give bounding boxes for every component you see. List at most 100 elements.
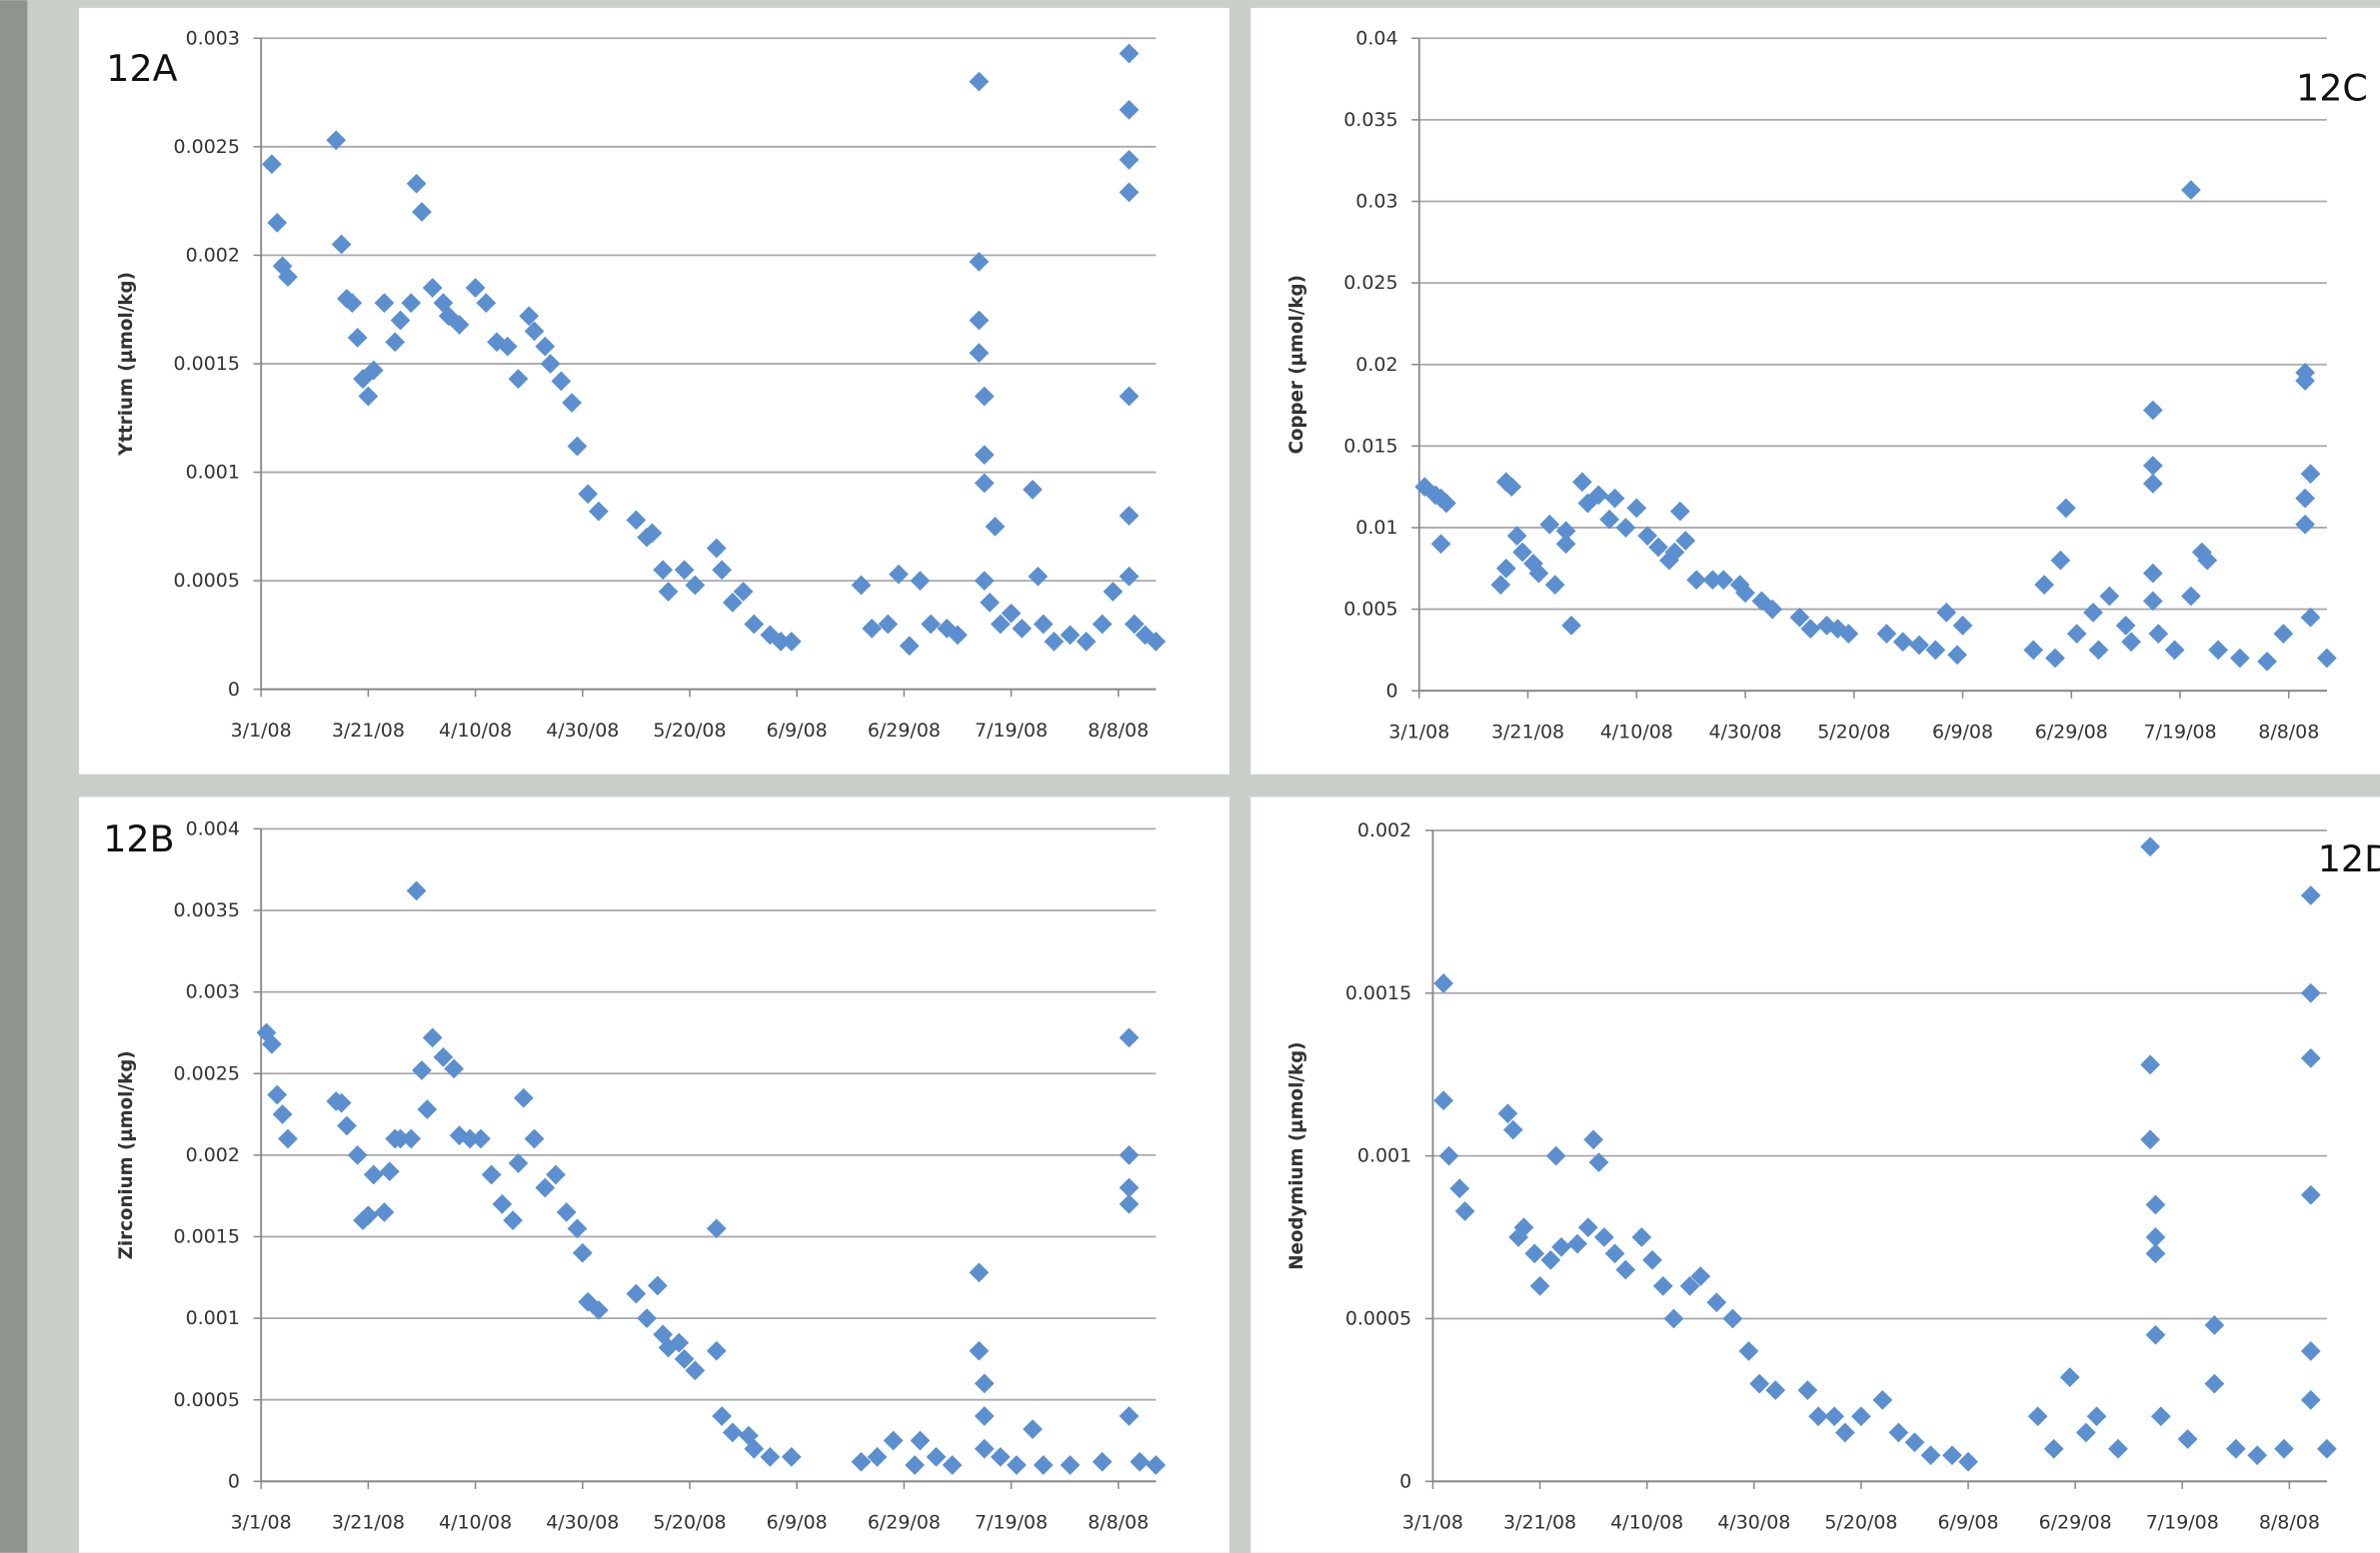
point	[1583, 1129, 1603, 1150]
point	[626, 510, 647, 531]
point	[1876, 624, 1897, 644]
y-axis-title: Neodymium (µmol/kg)	[1286, 1042, 1307, 1270]
x-tick-label: 8/8/08	[1088, 1511, 1149, 1533]
point	[412, 202, 432, 222]
point	[556, 1202, 577, 1222]
point	[974, 386, 995, 407]
point	[519, 306, 540, 327]
point	[744, 614, 765, 635]
y-tick-label: 0.015	[1343, 435, 1397, 457]
point	[578, 484, 599, 505]
point	[1545, 1145, 1566, 1166]
point	[2300, 982, 2321, 1003]
y-axis-title: Zirconium (µmol/kg)	[116, 1050, 137, 1259]
point	[358, 386, 379, 407]
y-tick-label: 0.001	[186, 1307, 240, 1329]
point	[1604, 1243, 1625, 1264]
point	[1797, 1380, 1818, 1401]
x-tick-label: 6/29/08	[868, 1511, 941, 1533]
x-tick-label: 3/21/08	[332, 720, 405, 742]
x-tick-label: 6/29/08	[2039, 1511, 2112, 1533]
point	[433, 1047, 454, 1067]
point	[883, 1430, 904, 1451]
point	[771, 632, 791, 652]
point	[2300, 1184, 2321, 1205]
point	[723, 1422, 743, 1443]
point	[401, 293, 422, 314]
point	[2099, 586, 2120, 607]
point	[326, 130, 347, 151]
point	[1834, 1422, 1855, 1443]
point	[1044, 632, 1065, 652]
point	[1789, 607, 1810, 628]
point	[674, 560, 695, 581]
point	[1130, 1451, 1151, 1472]
y-tick-label: 0.0025	[174, 136, 240, 158]
point	[926, 1446, 947, 1467]
panel	[1250, 7, 2380, 775]
point	[653, 560, 674, 581]
point	[1092, 1451, 1113, 1472]
panel-label: 12A	[106, 47, 177, 90]
x-tick-label: 3/1/08	[231, 720, 292, 742]
point	[948, 625, 968, 646]
point	[969, 310, 990, 331]
y-tick-label: 0	[228, 1470, 240, 1492]
point	[1936, 602, 1957, 623]
x-tick-label: 5/20/08	[1817, 721, 1890, 743]
y-tick-label: 0.003	[186, 27, 240, 49]
panel-label: 12D	[2318, 837, 2380, 880]
point	[723, 592, 743, 613]
point	[969, 1340, 990, 1361]
point	[2088, 640, 2109, 661]
point	[1529, 1276, 1550, 1296]
x-tick-label: 8/8/08	[1088, 720, 1149, 742]
point	[1119, 1193, 1140, 1214]
point	[337, 1115, 357, 1136]
point	[974, 1373, 995, 1394]
x-tick-label: 4/10/08	[439, 720, 512, 742]
y-tick-label: 0.0025	[174, 1062, 240, 1084]
point	[712, 1406, 733, 1426]
point	[974, 1406, 995, 1426]
y-tick-label: 0.0015	[1345, 982, 1411, 1004]
y-tick-label: 0.0015	[174, 353, 240, 375]
point	[347, 328, 368, 348]
x-tick-label: 4/10/08	[1610, 1511, 1683, 1533]
point	[508, 369, 529, 390]
point	[921, 614, 942, 635]
point	[2197, 550, 2218, 571]
y-tick-label: 0.003	[186, 981, 240, 1003]
point	[1092, 614, 1113, 635]
x-tick-label: 6/9/08	[1932, 721, 1993, 743]
point	[706, 1340, 727, 1361]
y-tick-label: 0.0035	[174, 899, 240, 921]
point	[685, 1360, 706, 1381]
point	[1103, 582, 1124, 602]
point	[1593, 1227, 1614, 1247]
point	[497, 336, 518, 357]
point	[2023, 640, 2044, 661]
point	[2075, 1422, 2096, 1443]
point	[2300, 464, 2321, 484]
y-tick-label: 0.002	[186, 1144, 240, 1166]
point	[589, 501, 609, 522]
point	[851, 1451, 872, 1472]
point	[262, 1033, 282, 1054]
x-tick-label: 4/10/08	[1600, 721, 1673, 743]
y-tick-label: 0.005	[1343, 599, 1397, 621]
point	[1735, 583, 1755, 604]
point	[1669, 501, 1690, 522]
point	[1524, 1243, 1545, 1264]
point	[1909, 635, 1929, 656]
point	[889, 564, 909, 585]
point	[733, 582, 754, 602]
point	[1577, 1217, 1598, 1238]
point	[878, 614, 899, 635]
point	[1502, 1119, 1523, 1140]
point	[969, 343, 990, 363]
y-tick-label: 0.002	[1357, 819, 1411, 841]
point	[449, 315, 470, 335]
point	[2300, 885, 2321, 905]
point	[385, 332, 406, 353]
